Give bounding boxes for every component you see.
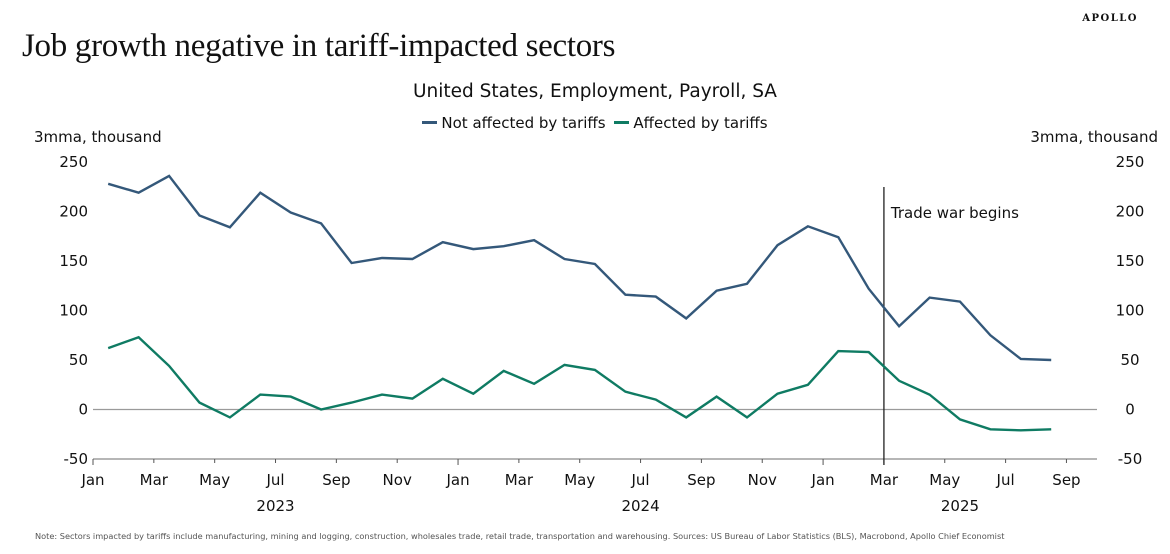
x-tick-label: Jul <box>996 471 1015 489</box>
trade-war-label: Trade war begins <box>890 204 1019 222</box>
legend-swatch-affected <box>614 121 630 124</box>
footnote: Note: Sectors impacted by tariffs includ… <box>35 531 1005 541</box>
x-tick-label: Jul <box>265 471 284 489</box>
x-tick-label: Jul <box>631 471 650 489</box>
series-line-affected <box>107 335 1052 432</box>
y-tick-label-left: 150 <box>59 252 88 270</box>
x-tick-label: Jan <box>80 471 104 489</box>
y-tick-label-left: 250 <box>59 153 88 171</box>
x-tick-label: Nov <box>383 471 412 489</box>
x-tick-label: Mar <box>870 471 899 489</box>
x-year-label: 2024 <box>621 497 659 515</box>
legend-item-not-affected: Not affected by tariffs <box>422 113 606 132</box>
x-tick-label: May <box>564 471 595 489</box>
legend-label-not-affected: Not affected by tariffs <box>441 113 606 132</box>
legend-item-affected: Affected by tariffs <box>614 113 768 132</box>
x-tick-label: Jan <box>445 471 469 489</box>
legend-label-affected: Affected by tariffs <box>633 113 768 132</box>
x-tick-label: Sep <box>687 471 715 489</box>
x-tick-label: Mar <box>140 471 169 489</box>
right-axis-unit: 3mma, thousand <box>1030 128 1158 146</box>
y-tick-label-right: 50 <box>1120 351 1139 369</box>
y-tick-label-left: 0 <box>78 401 88 419</box>
headline: Job growth negative in tariff-impacted s… <box>22 28 616 64</box>
y-tick-label-right: 200 <box>1116 203 1145 221</box>
x-tick-label: Mar <box>505 471 534 489</box>
x-year-label: 2023 <box>256 497 294 515</box>
y-tick-label-right: 150 <box>1116 252 1145 270</box>
left-axis-unit: 3mma, thousand <box>34 128 162 146</box>
apollo-logo: APOLLO <box>1082 13 1138 24</box>
y-tick-label-left: -50 <box>64 450 89 468</box>
y-tick-label-right: 250 <box>1116 153 1145 171</box>
y-tick-label-right: -50 <box>1118 450 1143 468</box>
x-tick-label: Jan <box>811 471 835 489</box>
y-tick-label-right: 100 <box>1116 302 1145 320</box>
y-tick-label-right: 0 <box>1125 401 1135 419</box>
x-tick-label: Nov <box>748 471 777 489</box>
series-line-not-affected <box>107 174 1052 362</box>
legend-swatch-not-affected <box>422 121 438 124</box>
y-tick-label-left: 100 <box>59 302 88 320</box>
chart-title: United States, Employment, Payroll, SA <box>413 81 777 102</box>
y-tick-label-left: 50 <box>69 351 88 369</box>
legend: Not affected by tariffs Affected by tari… <box>0 110 1170 132</box>
x-tick-label: May <box>199 471 230 489</box>
x-year-label: 2025 <box>941 497 979 515</box>
x-tick-label: May <box>929 471 960 489</box>
x-tick-label: Sep <box>1052 471 1080 489</box>
y-tick-label-left: 200 <box>59 203 88 221</box>
x-tick-label: Sep <box>322 471 350 489</box>
